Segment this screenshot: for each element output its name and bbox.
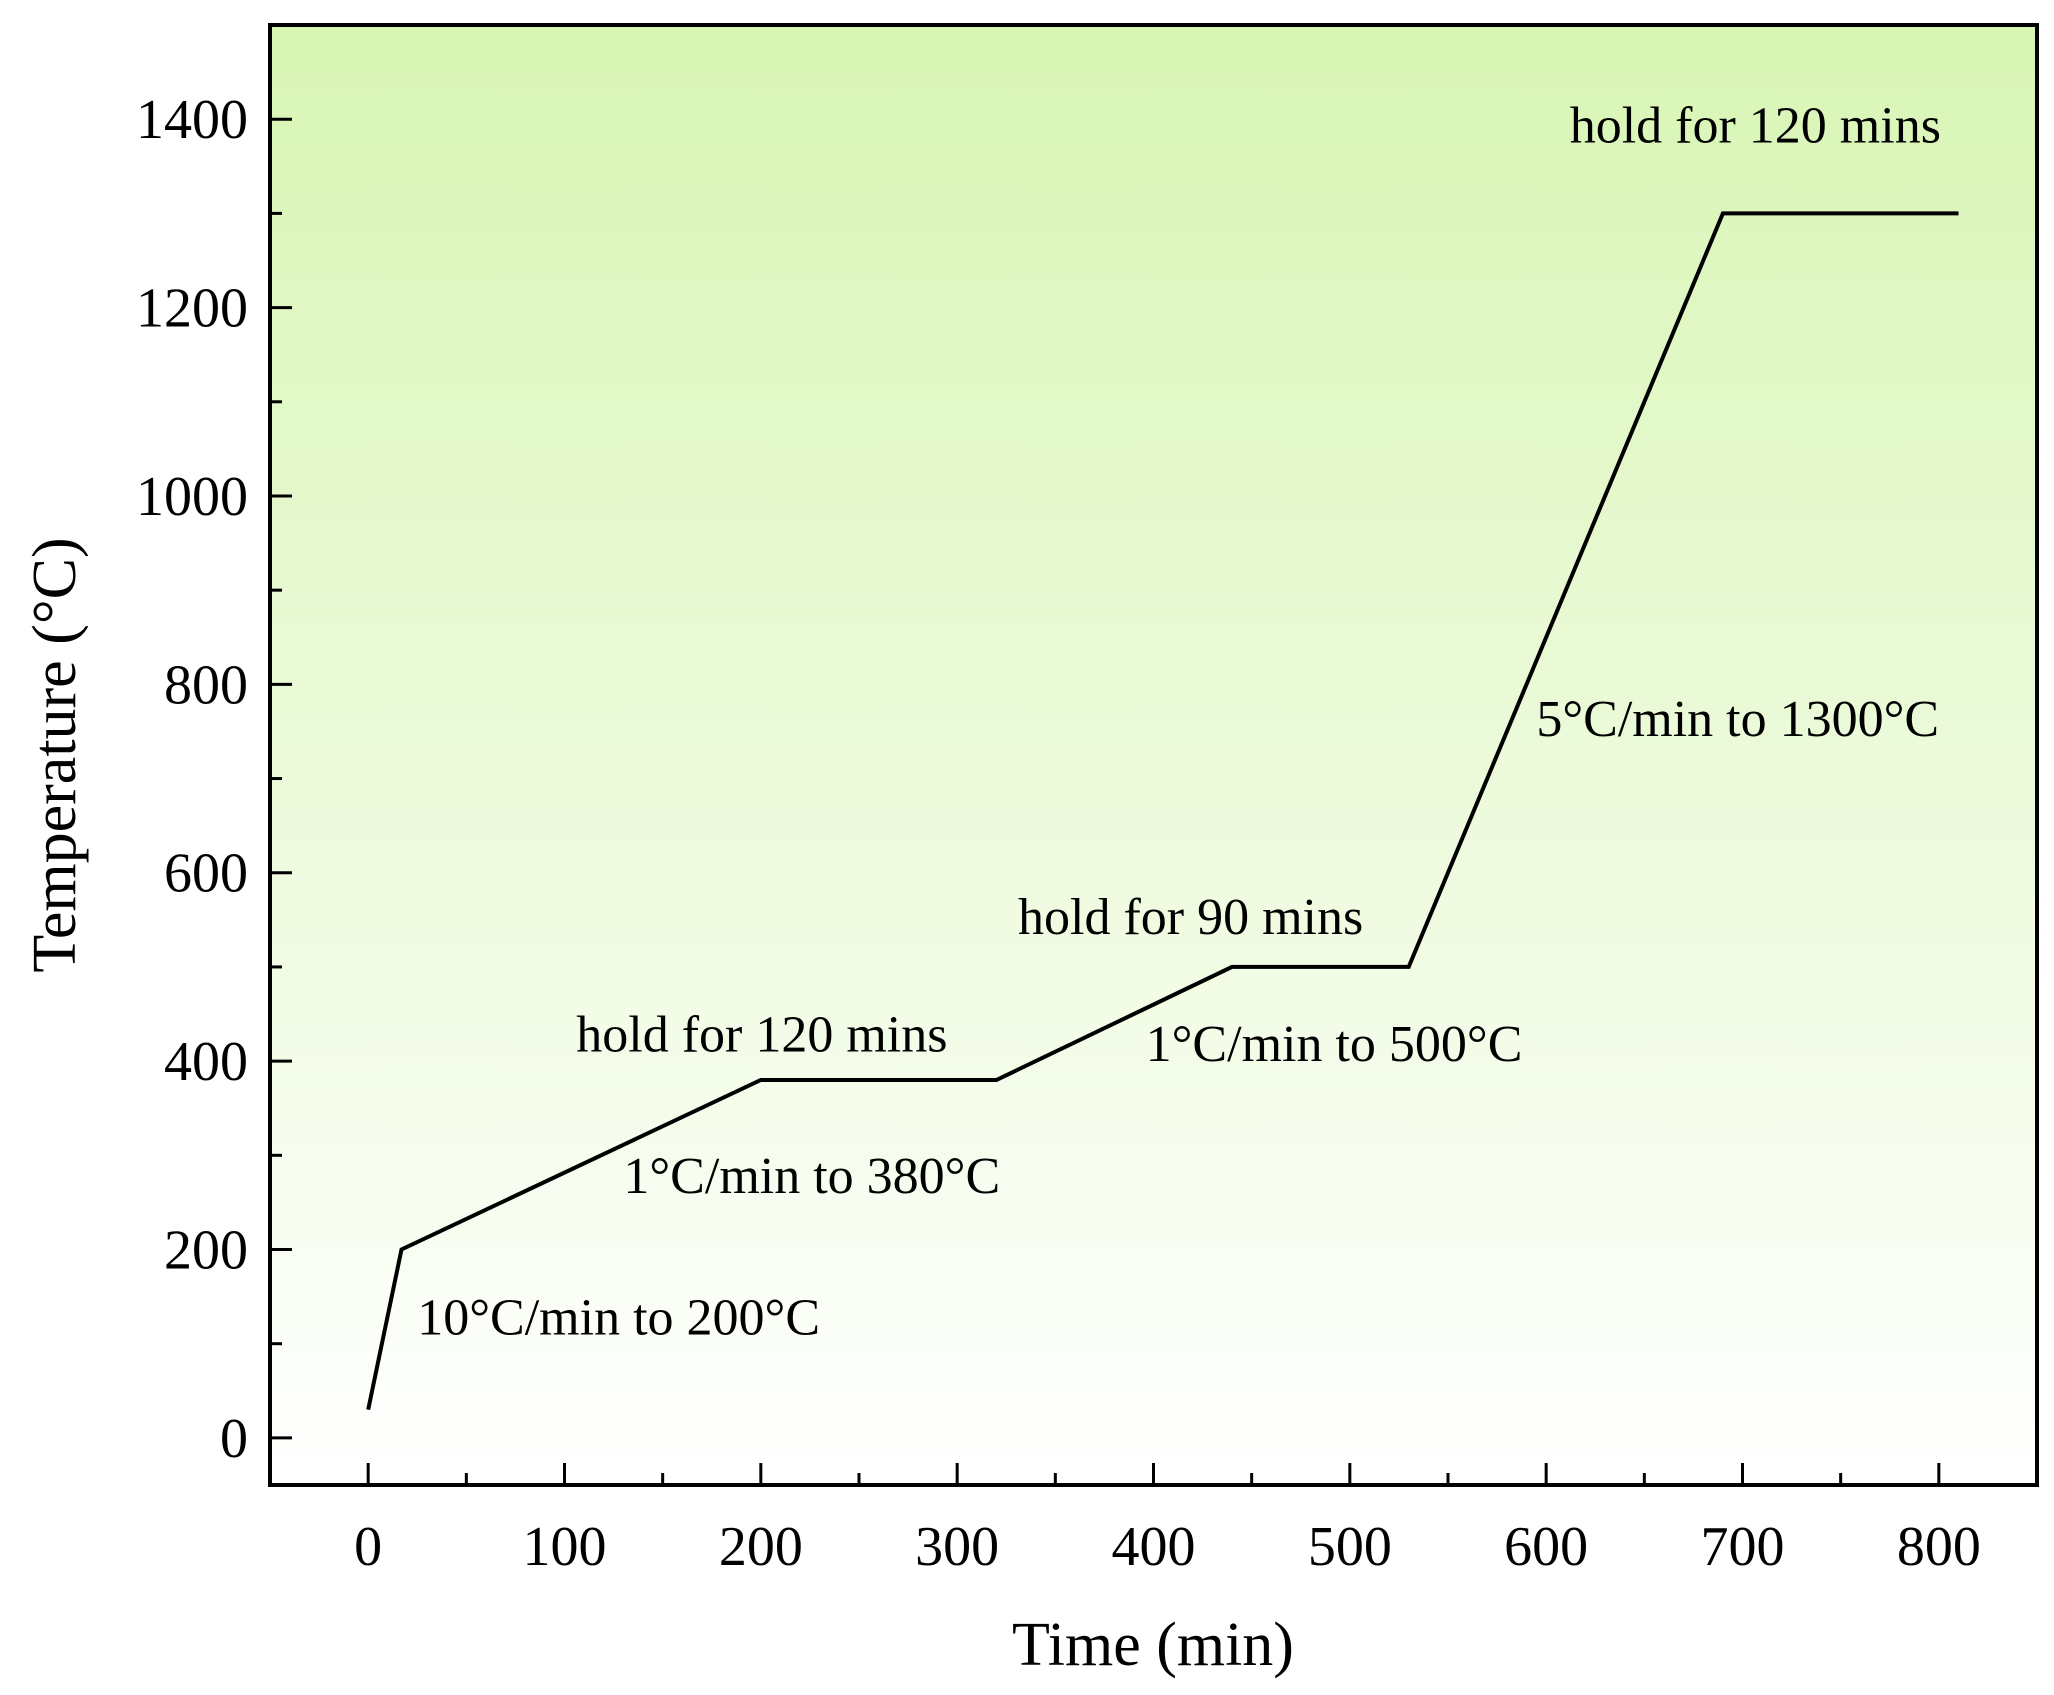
plot-frame	[268, 23, 2039, 1487]
annotation-3: 1°C/min to 500°C	[1146, 1016, 1523, 1073]
y-tick-label-200: 200	[164, 1220, 248, 1282]
x-tick-label-100: 100	[523, 1516, 607, 1578]
annotation-6: hold for 120 mins	[1570, 98, 1941, 155]
x-tick-label-700: 700	[1701, 1516, 1785, 1578]
y-tick-label-400: 400	[164, 1031, 248, 1093]
y-tick-label-0: 0	[220, 1408, 248, 1470]
x-tick-label-200: 200	[719, 1516, 803, 1578]
x-tick-label-500: 500	[1308, 1516, 1392, 1578]
y-tick-label-600: 600	[164, 843, 248, 905]
x-tick-label-300: 300	[915, 1516, 999, 1578]
series-line-0	[366, 211, 1959, 1411]
y-tick-label-800: 800	[164, 654, 248, 716]
x-tick-label-800: 800	[1897, 1516, 1981, 1578]
annotation-1: 1°C/min to 380°C	[623, 1148, 1000, 1205]
y-tick-label-1200: 1200	[136, 278, 248, 340]
y-axis-title: Temperature (°C)	[21, 537, 89, 972]
annotation-2: hold for 120 mins	[576, 1007, 947, 1064]
y-tick-label-1400: 1400	[136, 89, 248, 151]
x-tick-label-600: 600	[1504, 1516, 1588, 1578]
x-axis-title: Time (min)	[1012, 1611, 1294, 1679]
plot-background	[270, 25, 2037, 1485]
x-tick-label-0: 0	[354, 1516, 382, 1578]
x-tick-label-400: 400	[1112, 1516, 1196, 1578]
annotation-5: 5°C/min to 1300°C	[1536, 691, 1939, 748]
y-tick-label-1000: 1000	[136, 466, 248, 528]
annotation-4: hold for 90 mins	[1018, 889, 1363, 946]
annotation-0: 10°C/min to 200°C	[417, 1289, 820, 1346]
